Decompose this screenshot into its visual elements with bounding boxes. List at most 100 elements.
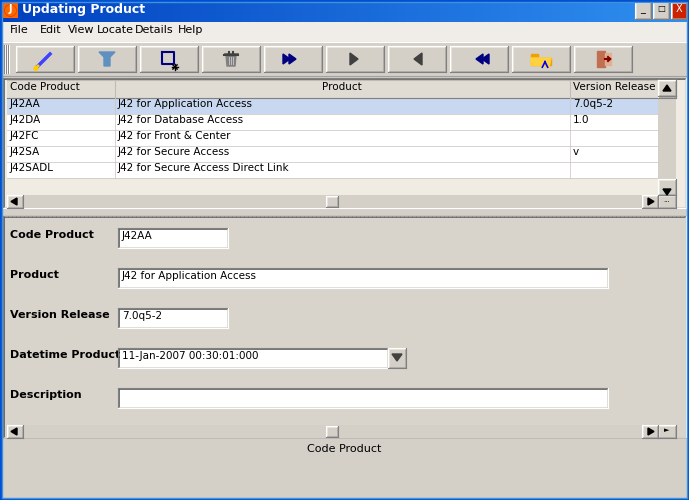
Text: Datetime Product: Datetime Product (10, 350, 121, 360)
Bar (326, 426, 338, 437)
Text: J42 for Secure Access: J42 for Secure Access (118, 147, 230, 157)
Text: J42AA: J42AA (10, 99, 41, 109)
Text: J42DA: J42DA (10, 115, 41, 125)
Text: 7.0q5-2: 7.0q5-2 (573, 99, 613, 109)
Bar (653, 2, 669, 19)
Bar (7, 80, 658, 98)
Bar (642, 195, 658, 208)
Polygon shape (289, 54, 296, 64)
Polygon shape (605, 53, 611, 65)
Polygon shape (99, 52, 115, 66)
Polygon shape (35, 66, 38, 71)
Text: File: File (10, 25, 29, 35)
Bar (0, 438, 689, 500)
Bar (7, 425, 658, 438)
Bar (23, 425, 642, 438)
Text: ...: ... (664, 84, 670, 90)
Text: J42FC: J42FC (10, 131, 39, 141)
Text: J42SADL: J42SADL (10, 163, 54, 173)
Bar (7, 195, 23, 208)
Polygon shape (476, 54, 483, 64)
Text: 1.0: 1.0 (573, 115, 590, 125)
Text: J42AA: J42AA (122, 231, 153, 241)
Text: Code Product: Code Product (10, 82, 80, 92)
Bar (118, 308, 228, 328)
Text: J42 for Database Access: J42 for Database Access (118, 115, 244, 125)
Polygon shape (350, 53, 358, 65)
Text: 7.0q5-2: 7.0q5-2 (122, 311, 162, 321)
Bar (202, 46, 260, 72)
Polygon shape (531, 58, 551, 65)
Bar (7, 425, 23, 438)
Bar (118, 348, 388, 368)
Bar (642, 425, 658, 438)
Text: 11-Jan-2007 00:30:01:000: 11-Jan-2007 00:30:01:000 (122, 351, 258, 361)
Text: J42 for Front & Center: J42 for Front & Center (118, 131, 232, 141)
Polygon shape (663, 85, 671, 91)
Polygon shape (531, 54, 538, 58)
Bar (16, 46, 74, 72)
Text: X: X (676, 4, 682, 14)
Bar (7, 162, 658, 178)
Text: View: View (68, 25, 94, 35)
Bar (3, 216, 686, 438)
Polygon shape (392, 354, 402, 361)
Bar (7, 146, 658, 162)
Text: Version Release: Version Release (10, 310, 110, 320)
Bar (78, 46, 136, 72)
Polygon shape (597, 51, 605, 67)
Bar (0, 208, 689, 216)
Polygon shape (11, 428, 17, 435)
Bar (7, 98, 658, 114)
Text: Version Release: Version Release (573, 82, 655, 92)
Polygon shape (648, 198, 654, 205)
Text: v: v (573, 147, 579, 157)
Text: J: J (9, 4, 12, 15)
Bar (658, 425, 676, 438)
Text: J42 for Application Access: J42 for Application Access (118, 99, 253, 109)
Text: □: □ (657, 4, 665, 13)
Text: Locate: Locate (97, 25, 134, 35)
Bar (140, 46, 198, 72)
Bar (658, 80, 676, 195)
Bar (658, 195, 676, 208)
Bar (658, 80, 676, 98)
Text: ...: ... (664, 197, 670, 203)
Bar (326, 46, 384, 72)
Text: Edit: Edit (40, 25, 61, 35)
Text: Details: Details (135, 25, 174, 35)
Circle shape (5, 4, 17, 16)
Bar (450, 46, 508, 72)
Polygon shape (414, 53, 422, 65)
Polygon shape (531, 58, 551, 67)
Bar (0, 42, 689, 76)
Bar (3, 78, 686, 208)
Text: J42SA: J42SA (10, 147, 40, 157)
Bar (658, 179, 676, 195)
Text: Code Product: Code Product (10, 230, 94, 240)
Text: Description: Description (10, 390, 81, 400)
Bar (3, 3, 18, 18)
Bar (7, 114, 658, 130)
Polygon shape (663, 189, 671, 195)
Bar (7, 130, 658, 146)
Bar (658, 80, 676, 96)
Text: ►: ► (664, 427, 670, 433)
Polygon shape (648, 428, 654, 435)
Polygon shape (11, 198, 17, 205)
Bar (326, 196, 338, 207)
Bar (118, 228, 228, 248)
Polygon shape (226, 55, 236, 66)
Bar (388, 348, 406, 368)
Bar (671, 2, 687, 19)
Bar (388, 46, 446, 72)
Text: Code Product: Code Product (307, 444, 381, 454)
Bar (635, 2, 651, 19)
Bar (23, 195, 642, 208)
Text: J42 for Secure Access Direct Link: J42 for Secure Access Direct Link (118, 163, 289, 173)
Bar (574, 46, 632, 72)
Text: Help: Help (178, 25, 203, 35)
Text: Updating Product: Updating Product (22, 4, 145, 16)
Polygon shape (283, 54, 290, 64)
Bar (118, 268, 608, 288)
